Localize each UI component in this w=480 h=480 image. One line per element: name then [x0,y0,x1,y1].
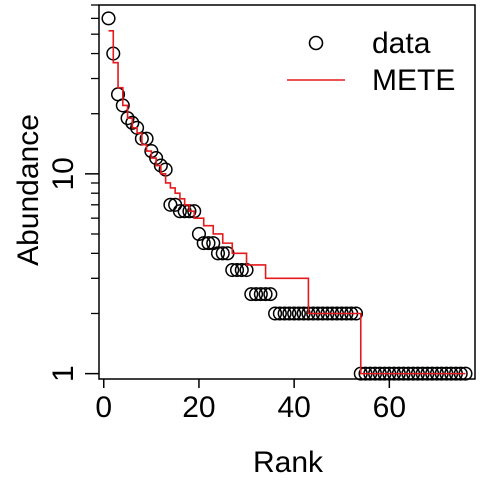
data-point [282,306,297,321]
x-tick-label: 20 [182,391,215,424]
x-tick-label: 0 [95,391,112,424]
data-point [101,11,116,26]
x-axis-label: Rank [253,446,324,479]
x-tick-label: 40 [277,391,310,424]
legend: data METE [287,27,455,97]
data-point [272,306,287,321]
data-point [249,287,264,302]
y-tick-label: 10 [47,157,80,190]
y-axis-label: Abundance [12,114,45,266]
data-point [210,246,226,261]
x-tick-label: 60 [373,391,406,424]
data-point [191,226,206,242]
data-point [244,287,259,302]
data-point [268,306,283,321]
data-point [172,204,187,219]
data-point [215,246,230,261]
legend-label: METE [372,64,455,97]
data-point [196,236,211,251]
data-point [287,306,302,321]
data-point [291,306,306,321]
data-point [277,306,292,321]
data-point [253,287,268,302]
mete-line [108,29,466,375]
axes: 0 20 40 60 1 10 [47,4,476,424]
data-point [229,262,245,278]
data-point [125,115,140,130]
data-point [225,262,240,278]
data-point [258,287,273,302]
legend-marker-data [308,35,324,51]
data-point [263,287,278,302]
data-point [163,197,178,212]
plot-frame [98,4,476,380]
legend-label: data [372,27,431,60]
plot-area [101,11,473,381]
data-point [234,262,249,278]
y-tick-label: 1 [47,365,80,382]
data-point [201,236,216,251]
